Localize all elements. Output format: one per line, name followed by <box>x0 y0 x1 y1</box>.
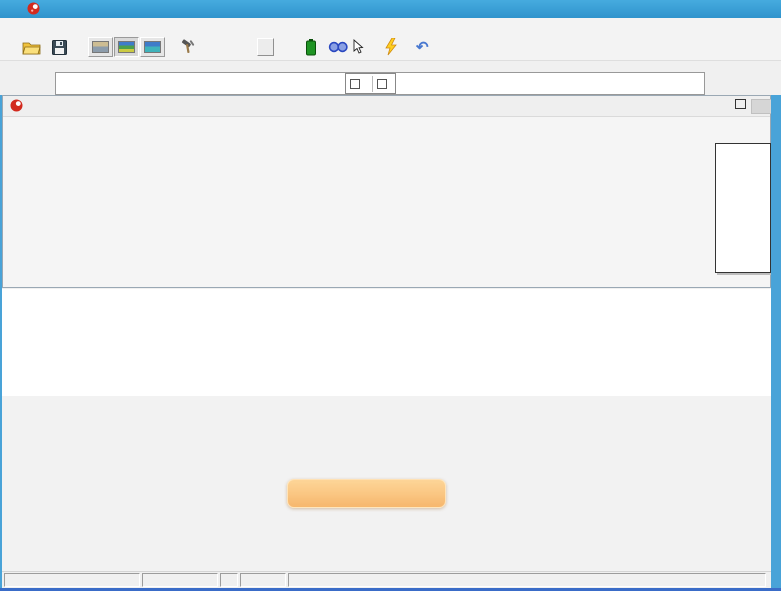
gravity-curve-chart[interactable] <box>2 289 771 396</box>
window-titlebar <box>0 0 781 18</box>
menu-buffer[interactable] <box>52 19 68 35</box>
gx-observed-checkbox[interactable] <box>350 79 360 89</box>
edit-mode-button[interactable] <box>352 37 376 57</box>
inversion-result-annotation <box>287 479 446 508</box>
status-empty <box>288 573 766 587</box>
view-observed-button[interactable] <box>88 37 113 57</box>
open-folder-icon <box>22 40 41 55</box>
view-section-button[interactable] <box>140 37 165 57</box>
menu-bar <box>0 18 781 35</box>
menu-file[interactable] <box>4 19 20 35</box>
toolbar: ↶ <box>0 35 781 61</box>
hammer-tools-icon <box>180 39 196 55</box>
edit-cursor-icon <box>352 39 376 55</box>
menu-help[interactable] <box>84 19 100 35</box>
status-density <box>142 573 218 587</box>
srt-window-icon <box>10 99 23 112</box>
settings-button[interactable] <box>180 37 196 57</box>
app-logo-icon <box>27 2 40 15</box>
srt-titlebar[interactable] <box>3 96 770 117</box>
menu-operations[interactable] <box>68 19 84 35</box>
status-coordinates <box>4 573 140 587</box>
observed-data-icon <box>92 41 109 53</box>
magnetic-mode-button[interactable] <box>257 37 274 57</box>
seismic-traveltime-chart[interactable] <box>3 117 770 287</box>
srt-maximize-button[interactable] <box>735 99 746 109</box>
window-left-border <box>0 95 2 588</box>
status-bar <box>0 571 771 589</box>
save-button[interactable] <box>52 37 67 57</box>
model-section-icon <box>118 41 135 53</box>
menu-layered[interactable] <box>36 19 52 35</box>
lightning-icon <box>384 38 398 56</box>
undo-arrow-icon: ↶ <box>416 38 429 56</box>
binoculars-icon <box>328 40 348 54</box>
m-mode-label <box>257 38 274 56</box>
preview-button[interactable] <box>328 37 348 57</box>
gravity-profile-panel <box>2 289 771 396</box>
menu-options[interactable] <box>20 19 36 35</box>
view-model-button[interactable] <box>114 37 139 57</box>
inversion-button[interactable] <box>384 37 398 57</box>
open-file-button[interactable] <box>22 37 41 57</box>
status-rate <box>240 573 286 587</box>
seismic-series-legend <box>715 143 771 273</box>
section-view-icon <box>144 41 161 53</box>
battery-icon <box>306 39 316 56</box>
run-button[interactable] <box>306 37 316 57</box>
gx-calculated-checkbox[interactable] <box>377 79 387 89</box>
undo-button[interactable]: ↶ <box>416 37 429 57</box>
app-window: ↶ <box>0 0 781 591</box>
window-right-border <box>771 95 781 588</box>
srt-plot-window <box>2 95 771 288</box>
gx-display-toggles <box>345 73 396 94</box>
divider <box>372 76 373 92</box>
save-floppy-icon <box>52 40 67 55</box>
status-percent <box>220 573 238 587</box>
